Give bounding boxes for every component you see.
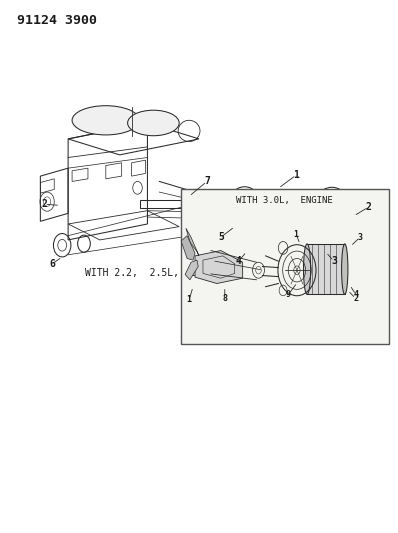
Ellipse shape [341, 244, 348, 294]
Polygon shape [195, 251, 243, 284]
Ellipse shape [72, 106, 140, 135]
Text: WITH 3.0L,  ENGINE: WITH 3.0L, ENGINE [236, 196, 333, 205]
Text: 7: 7 [204, 176, 210, 187]
Text: 2: 2 [366, 202, 372, 212]
Polygon shape [185, 260, 198, 280]
Polygon shape [181, 236, 195, 260]
Ellipse shape [242, 189, 252, 237]
Text: 1: 1 [293, 170, 299, 180]
Text: 5: 5 [218, 232, 224, 243]
Text: 91124 3900: 91124 3900 [17, 14, 97, 27]
Text: 1: 1 [294, 230, 298, 239]
Polygon shape [247, 189, 326, 237]
Text: 9: 9 [286, 290, 291, 299]
Text: 2: 2 [353, 294, 358, 303]
Text: 2: 2 [41, 199, 47, 209]
Text: 8: 8 [222, 294, 227, 303]
Ellipse shape [320, 189, 332, 237]
Ellipse shape [128, 110, 179, 136]
Text: 1: 1 [187, 295, 191, 304]
Ellipse shape [304, 244, 311, 294]
Bar [181, 189, 389, 344]
Polygon shape [307, 244, 345, 294]
Text: 4: 4 [353, 290, 359, 299]
Polygon shape [186, 228, 199, 256]
Text: 3: 3 [331, 256, 337, 266]
Text: 3: 3 [357, 233, 363, 242]
Text: 6: 6 [49, 259, 55, 269]
Text: WITH 2.2,  2.5L,  ENGINE: WITH 2.2, 2.5L, ENGINE [85, 268, 226, 278]
Text: 4: 4 [236, 256, 242, 266]
